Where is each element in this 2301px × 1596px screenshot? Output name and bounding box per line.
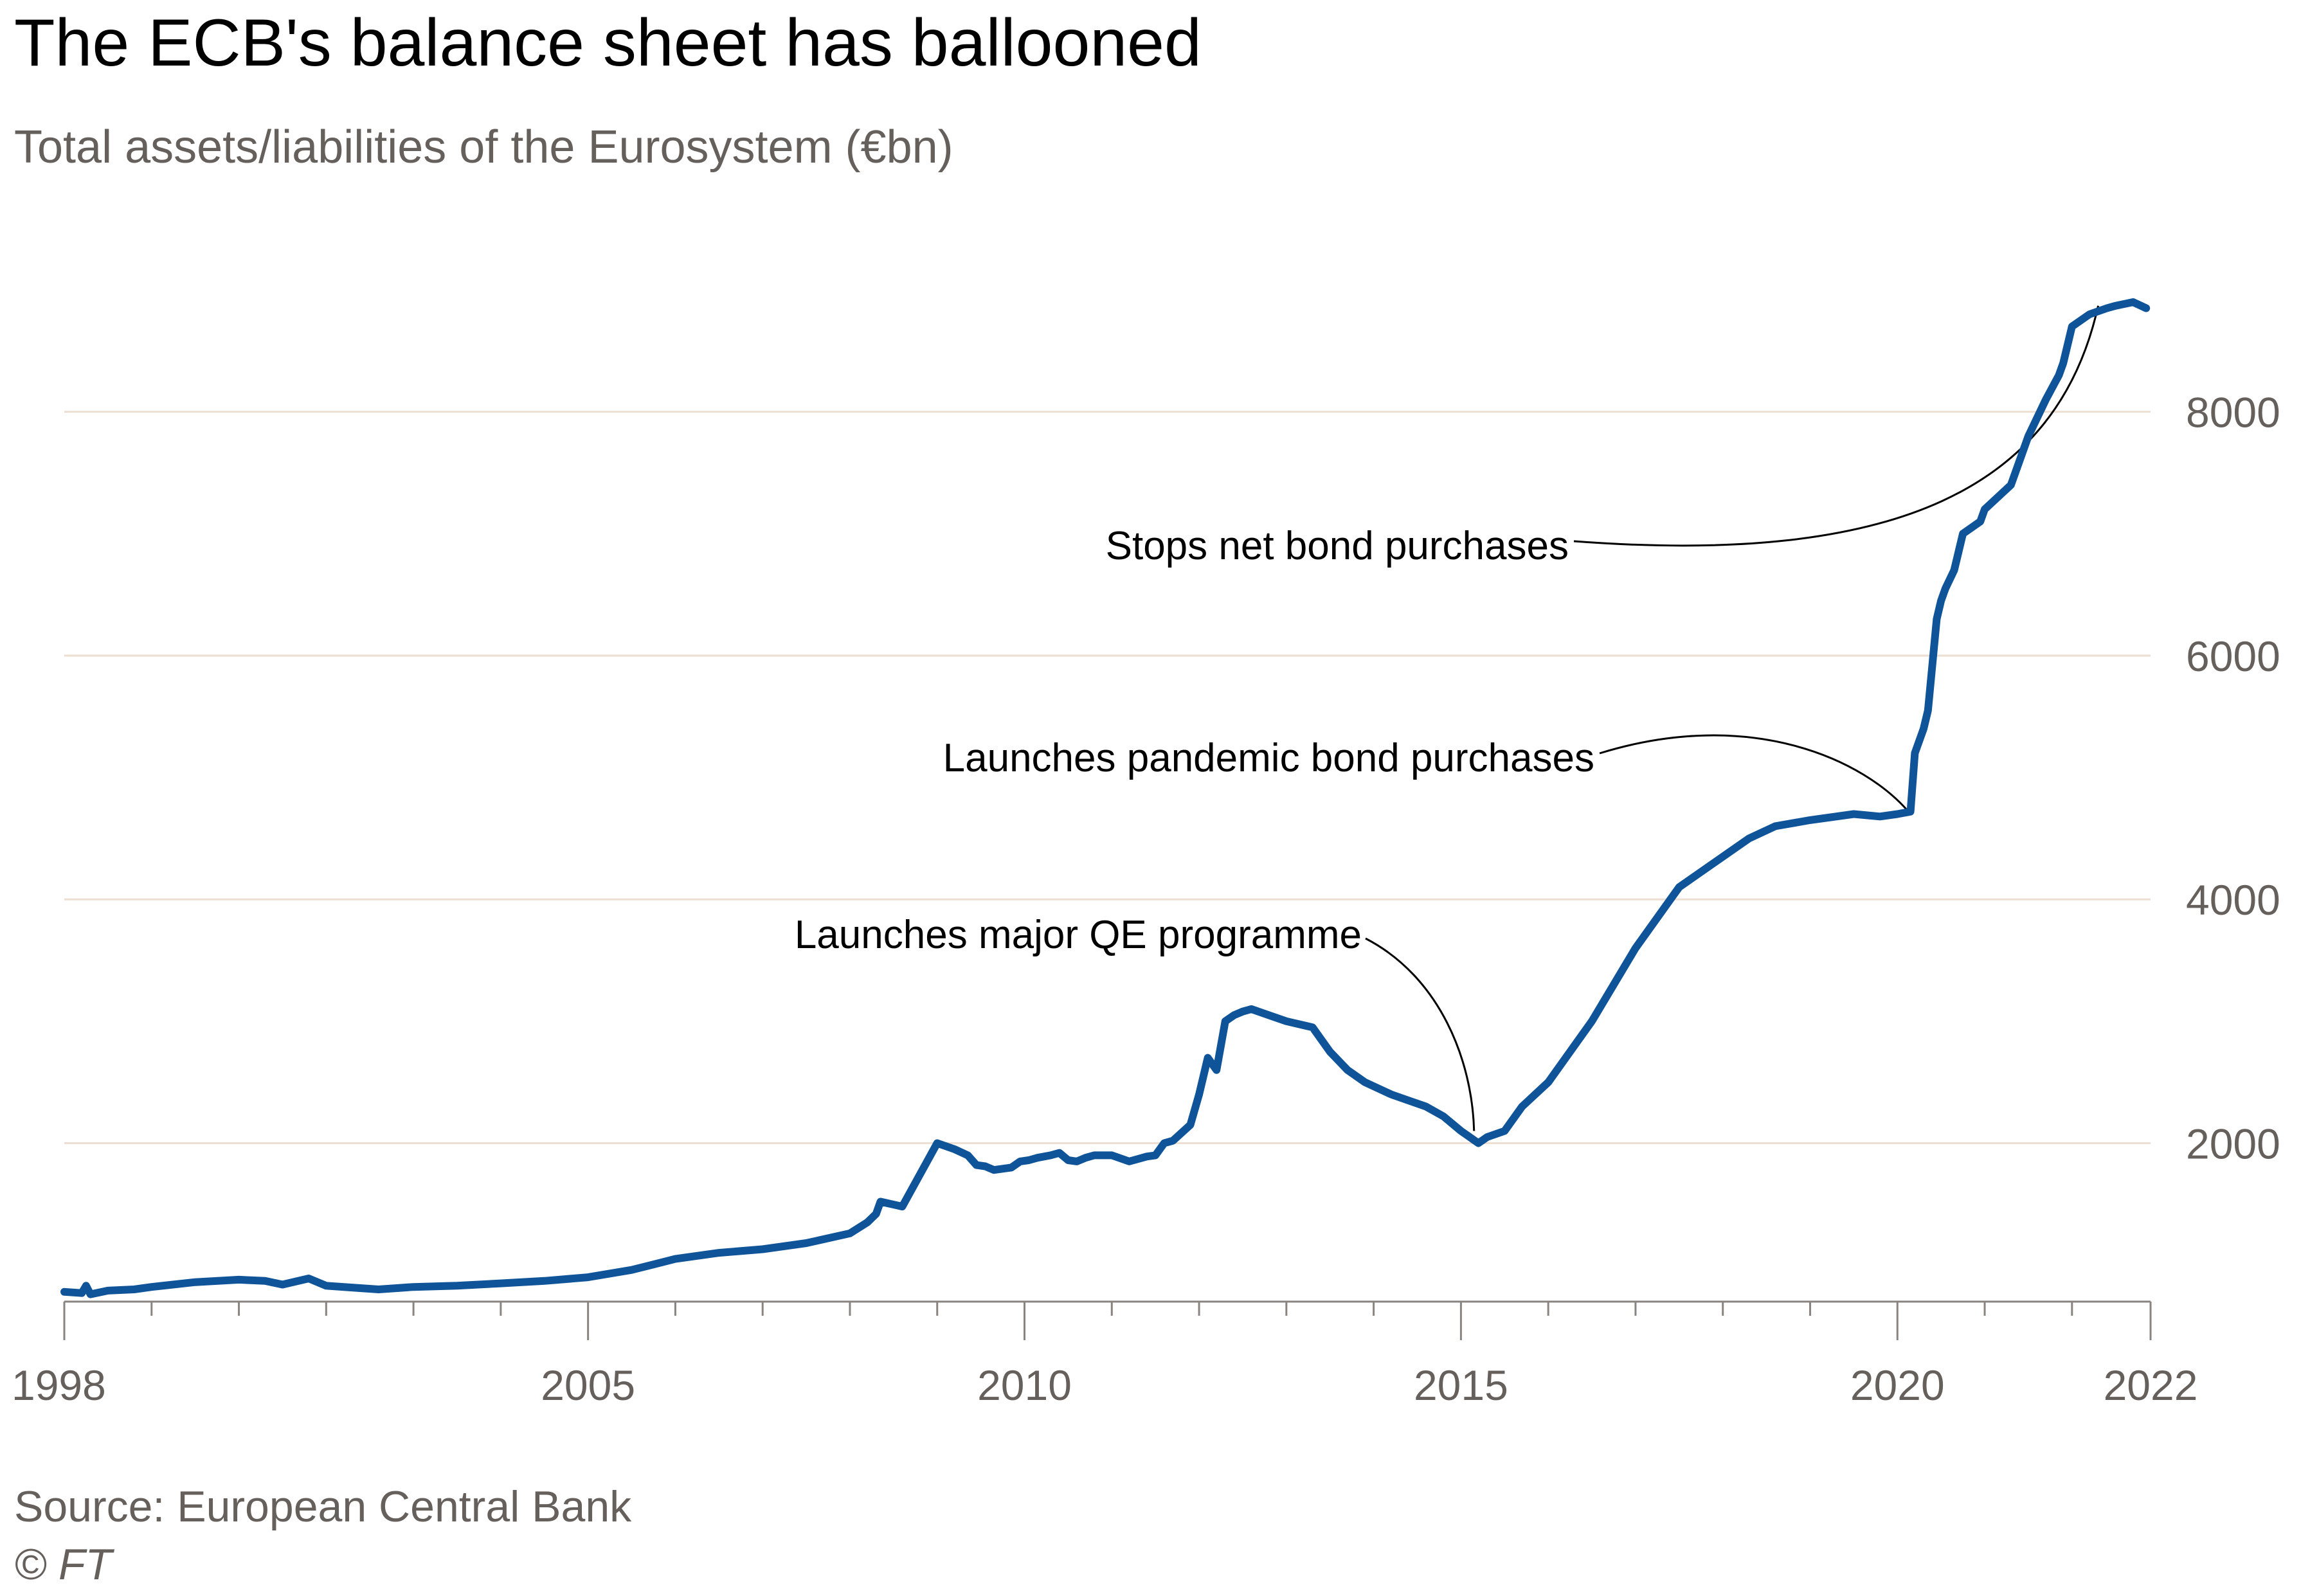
chart-title: The ECB's balance sheet has ballooned	[14, 6, 1202, 80]
chart-subtitle: Total assets/liabilities of the Eurosyst…	[14, 121, 953, 173]
x-tick-label: 2020	[1850, 1361, 1945, 1409]
x-tick-label: 2010	[977, 1361, 1072, 1409]
annotation-label: Stops net bond purchases	[1106, 524, 1569, 568]
annotation-leader-0	[1573, 305, 2100, 547]
y-tick-label: 4000	[2186, 876, 2280, 924]
annotation-leader-1	[1599, 734, 1911, 815]
annotation-leaders	[1365, 305, 2100, 1131]
x-axis-labels: 1998 2005 2010 2015 2020 2022	[12, 1361, 2197, 1409]
x-tick-label: 2015	[1414, 1361, 1508, 1409]
x-tick-label: 2005	[541, 1361, 635, 1409]
annotation-label: Launches major QE programme	[795, 913, 1362, 957]
source-note: Source: European Central Bank	[14, 1482, 632, 1531]
x-axis	[63, 1300, 2152, 1340]
series-group	[60, 298, 2151, 1298]
gridlines	[64, 411, 2151, 1144]
y-tick-label: 6000	[2186, 632, 2280, 680]
y-tick-label: 8000	[2186, 389, 2280, 436]
annotations: Stops net bond purchases Launches pandemi…	[795, 524, 1594, 957]
x-tick-label: 1998	[12, 1361, 106, 1409]
copyright-note: © FT	[14, 1540, 113, 1589]
y-tick-label: 2000	[2186, 1120, 2280, 1167]
y-axis-labels: 2000 4000 6000 8000	[2186, 389, 2280, 1168]
x-tick-label: 2022	[2104, 1361, 2198, 1409]
series-line-0	[60, 298, 2151, 1298]
annotation-label: Launches pandemic bond purchases	[943, 736, 1594, 780]
annotation-leader-2	[1365, 937, 1475, 1131]
